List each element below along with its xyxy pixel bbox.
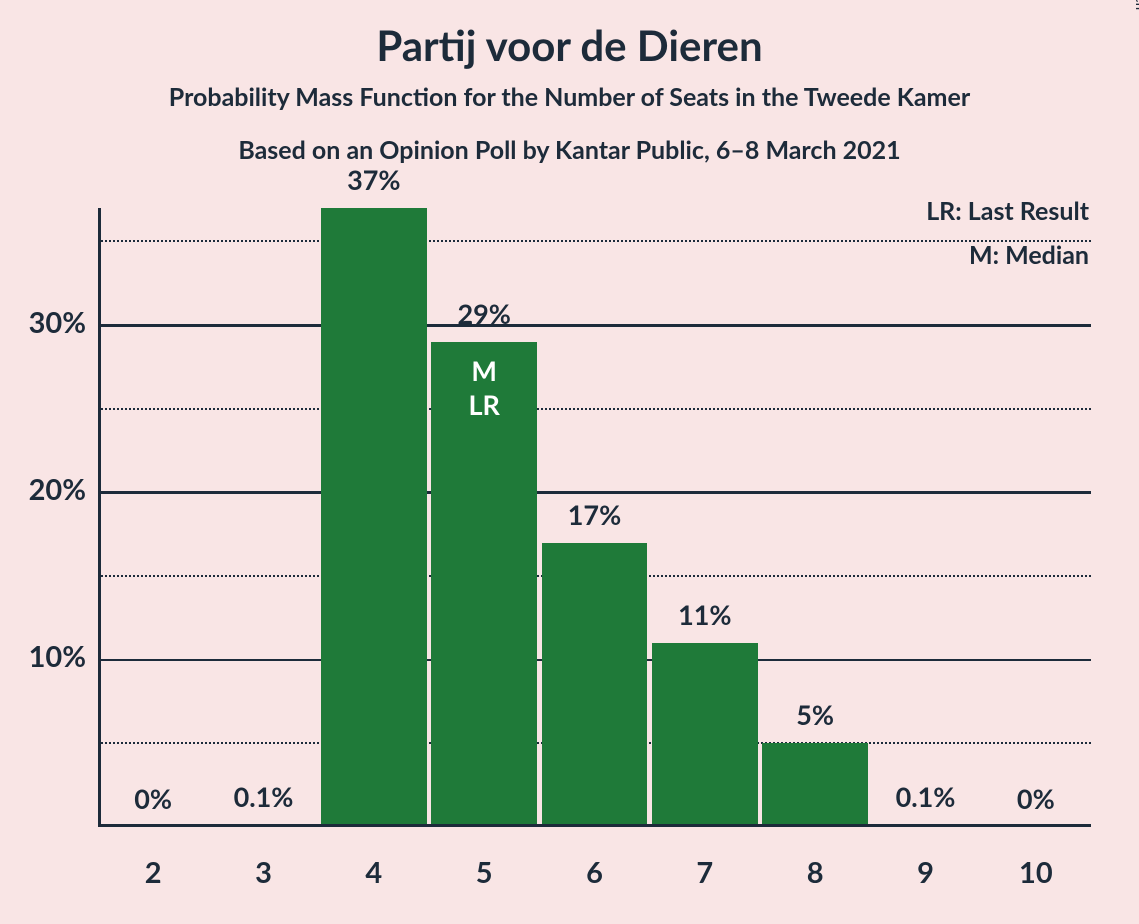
chart-subtitle-1: Probability Mass Function for the Number… [0, 82, 1139, 112]
bar [652, 643, 758, 827]
bar-value-label: 0% [981, 782, 1091, 815]
x-tick-label: 6 [539, 855, 649, 890]
grid-major [98, 324, 1091, 327]
bar-marker: M [429, 354, 539, 387]
bar-value-label: 0.1% [208, 780, 318, 813]
y-tick-label: 10% [0, 639, 86, 674]
bar-value-label: 11% [650, 598, 760, 631]
y-tick-label: 30% [0, 305, 86, 340]
bar-value-label: 17% [539, 498, 649, 531]
bar-value-label: 29% [429, 297, 539, 330]
x-tick-label: 8 [760, 855, 870, 890]
x-tick-label: 3 [208, 855, 318, 890]
chart-title: Partij voor de Dieren [0, 20, 1139, 70]
bar-value-label: 37% [319, 163, 429, 196]
chart-subtitle-2: Based on an Opinion Poll by Kantar Publi… [0, 135, 1139, 165]
bar-marker: LR [429, 388, 539, 421]
grid-minor [98, 408, 1091, 410]
bar-value-label: 5% [760, 698, 870, 731]
x-tick-label: 7 [650, 855, 760, 890]
copyright-text: © 2021 Filip van Laenen [1133, 0, 1139, 10]
bar [762, 743, 868, 827]
x-tick-label: 5 [429, 855, 539, 890]
bar-value-label: 0.1% [870, 780, 980, 813]
y-tick-label: 20% [0, 472, 86, 507]
grid-major [98, 491, 1091, 494]
bar [321, 208, 427, 827]
y-axis [98, 208, 101, 827]
chart-root: Partij voor de Dieren Probability Mass Fu… [0, 0, 1139, 924]
x-tick-label: 2 [98, 855, 208, 890]
x-tick-label: 10 [981, 855, 1091, 890]
x-tick-label: 4 [319, 855, 429, 890]
bar [542, 543, 648, 827]
x-axis [98, 824, 1091, 827]
x-tick-label: 9 [870, 855, 980, 890]
bar-value-label: 0% [98, 782, 208, 815]
grid-minor [98, 240, 1091, 242]
